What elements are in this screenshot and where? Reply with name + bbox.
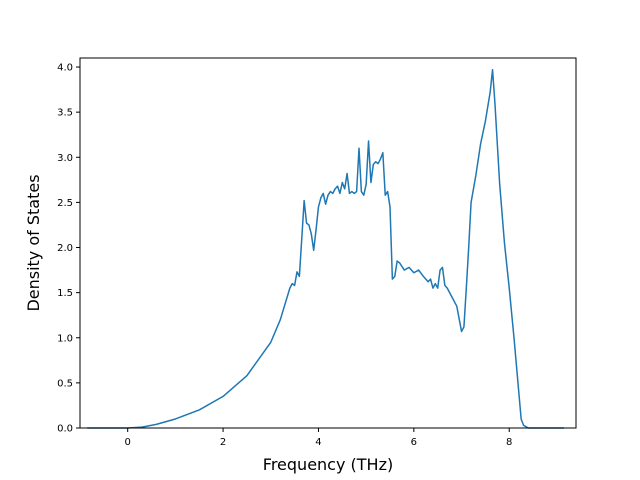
x-axis-label: Frequency (THz) xyxy=(263,455,393,474)
x-tick-label: 2 xyxy=(220,437,226,448)
x-tick-label: 6 xyxy=(411,437,417,448)
dos-series-line-0 xyxy=(87,68,565,429)
x-axis-ticks: 0 2 4 6 8 xyxy=(125,428,512,448)
y-tick-label: 4.0 xyxy=(57,63,73,74)
y-tick-label: 1.5 xyxy=(57,288,73,299)
x-tick-label: 4 xyxy=(315,437,321,448)
y-tick-label: 3.0 xyxy=(57,153,73,164)
y-tick-label: 0.5 xyxy=(57,378,73,389)
x-tick-label: 8 xyxy=(506,437,512,448)
y-tick-label: 0.0 xyxy=(57,424,73,435)
data-layer xyxy=(87,68,565,429)
x-tick-label: 0 xyxy=(125,437,131,448)
plot-frame xyxy=(79,57,577,429)
y-axis-ticks: 0.0 0.5 1.0 1.5 2.0 2.5 3.0 3.5 4.0 xyxy=(57,63,80,435)
y-axis-label: Density of States xyxy=(24,174,43,311)
y-tick-label: 2.5 xyxy=(57,198,73,209)
y-tick-label: 3.5 xyxy=(57,108,73,119)
y-tick-label: 1.0 xyxy=(57,333,73,344)
plot-background xyxy=(80,58,576,428)
y-tick-label: 2.0 xyxy=(57,243,73,254)
